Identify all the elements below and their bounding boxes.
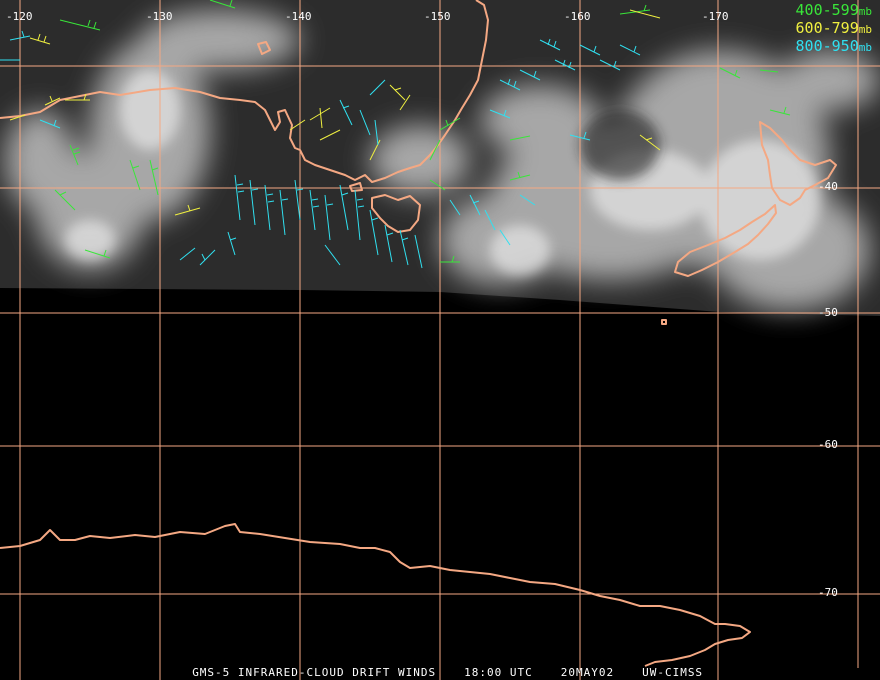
legend-item-800-950: 800-950mb xyxy=(796,38,872,56)
product-name: GMS-5 INFRARED-CLOUD DRIFT WINDS xyxy=(192,666,437,679)
lon-label: -120 xyxy=(6,10,33,23)
legend-unit: mb xyxy=(858,5,872,18)
product-date: 20MAY02 xyxy=(560,666,615,679)
lon-label: -160 xyxy=(564,10,591,23)
legend-item-600-799: 600-799mb xyxy=(796,20,872,38)
new-zealand-north-island xyxy=(759,121,837,206)
latitude-labels: -40 -50 -60 -70 xyxy=(818,180,838,599)
kangaroo-island xyxy=(349,182,363,192)
lat-label: -40 xyxy=(818,180,838,193)
lat-label: -70 xyxy=(818,586,838,599)
lat-label: -50 xyxy=(818,306,838,319)
legend-item-400-599: 400-599mb xyxy=(796,2,872,20)
legend-range: 400-599 xyxy=(795,1,859,19)
lon-label: -140 xyxy=(285,10,312,23)
wind-barbs xyxy=(0,0,791,269)
longitude-labels: -120 -130 -140 -150 -160 -170 xyxy=(6,10,729,23)
lon-label: -130 xyxy=(146,10,173,23)
product-time: 18:00 UTC xyxy=(464,666,533,679)
product-caption: GMS-5 INFRARED-CLOUD DRIFT WINDS 18:00 UT… xyxy=(0,653,880,679)
tasmania-coast xyxy=(371,194,421,233)
scott-island xyxy=(661,319,667,325)
lat-label: -60 xyxy=(818,438,838,451)
coastlines xyxy=(0,0,837,667)
new-zealand-south-island xyxy=(674,204,777,277)
pressure-legend: 400-599mb 600-799mb 800-950mb xyxy=(796,2,872,56)
satellite-imagery xyxy=(0,0,880,316)
lon-label: -170 xyxy=(702,10,729,23)
legend-unit: mb xyxy=(858,41,872,54)
legend-range: 800-950 xyxy=(795,37,859,55)
product-source: UW-CIMSS xyxy=(642,666,704,679)
australia-south-coast xyxy=(0,0,489,183)
barbs-800-950 xyxy=(0,30,641,269)
lord-howe-coast xyxy=(257,41,271,55)
barbs-400-599 xyxy=(54,0,791,263)
legend-range: 600-799 xyxy=(795,19,859,37)
antarctica-coast xyxy=(0,523,751,667)
legend-unit: mb xyxy=(858,23,872,36)
lon-label: -150 xyxy=(424,10,451,23)
barbs-600-799 xyxy=(9,9,661,216)
